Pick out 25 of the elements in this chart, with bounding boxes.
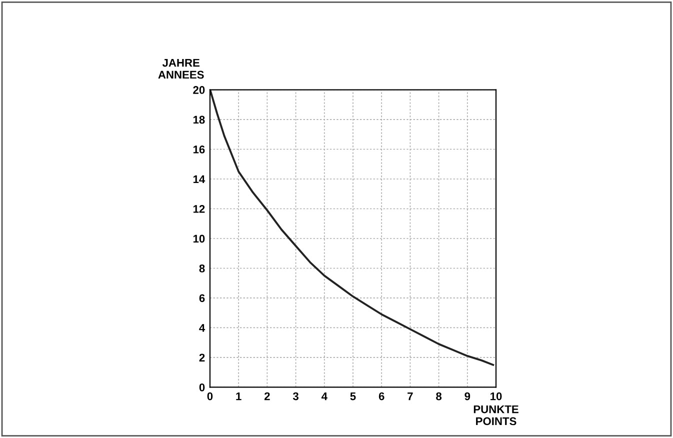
x-tick-label: 2 (264, 392, 270, 400)
y-tick-label: 8 (199, 264, 205, 272)
y-tick-label: 16 (193, 146, 205, 154)
x-tick-label: 4 (321, 392, 328, 400)
y-tick-label: 6 (199, 294, 205, 302)
x-tick-label: 9 (464, 392, 470, 400)
x-tick-label: 8 (436, 392, 442, 400)
x-axis-title: PUNKTE POINTS (474, 405, 518, 426)
y-tick-label: 12 (193, 205, 205, 213)
y-tick-label: 10 (193, 234, 205, 243)
x-tick-label: 5 (350, 392, 356, 400)
x-tick-label: 7 (408, 392, 413, 400)
y-tick-label: 14 (193, 175, 206, 184)
x-tick-label: 0 (207, 392, 213, 400)
y-tick-label: 20 (193, 86, 205, 94)
y-tick-label: 4 (199, 324, 206, 332)
y-axis-title: JAHRE ANNEES (158, 58, 204, 79)
y-tick-label: 18 (193, 116, 205, 124)
y-tick-label: 2 (199, 354, 205, 362)
x-tick-label: 6 (378, 392, 384, 400)
x-tick-label: 10 (490, 392, 502, 400)
line-series (210, 90, 494, 366)
x-tick-label: 3 (292, 392, 298, 400)
y-tick-label: 0 (199, 383, 205, 392)
x-tick-label: 1 (236, 392, 242, 400)
